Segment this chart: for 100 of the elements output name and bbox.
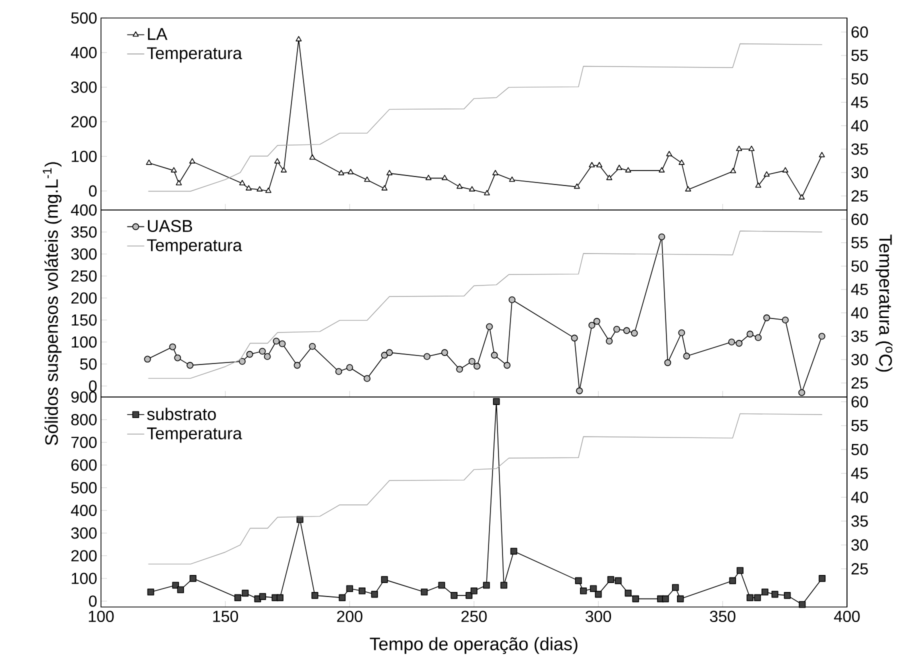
point <box>242 590 249 597</box>
point <box>492 170 498 176</box>
y2-tick-label: 60 <box>852 396 868 408</box>
y2-tick-label: 40 <box>851 120 868 132</box>
point <box>755 182 762 188</box>
point <box>571 334 578 342</box>
point <box>624 590 632 597</box>
point <box>658 233 666 240</box>
y-tick-label: 500 <box>71 12 97 24</box>
point <box>276 594 284 602</box>
point <box>338 170 344 176</box>
y-tick-label: 350 <box>71 226 97 238</box>
point <box>348 168 354 174</box>
point <box>588 322 596 329</box>
y-tick-label: 300 <box>71 248 97 260</box>
point <box>763 314 770 322</box>
point <box>258 348 266 355</box>
point <box>746 330 754 338</box>
point <box>632 595 640 602</box>
point <box>754 334 762 341</box>
y-tick-label: 200 <box>71 550 97 562</box>
point <box>169 343 176 350</box>
point <box>818 152 825 158</box>
point <box>420 588 428 596</box>
point <box>509 176 516 182</box>
y2-tick-label: 40 <box>851 307 868 319</box>
point <box>782 167 788 172</box>
y2-tick-label: 35 <box>851 143 868 155</box>
point <box>246 185 252 190</box>
point <box>280 167 287 172</box>
y-tick-label: 250 <box>71 270 97 282</box>
point <box>426 174 432 180</box>
y2-tick-label: 55 <box>851 237 868 248</box>
y-tick-label: 300 <box>71 527 97 539</box>
y2-tick-label: 40 <box>851 492 868 503</box>
point <box>456 366 463 373</box>
y-tick-label: 100 <box>72 150 97 162</box>
point <box>736 567 744 574</box>
x-tick-label: 400 <box>834 610 860 622</box>
point <box>441 349 448 356</box>
point <box>296 36 302 42</box>
legend-label: substrato <box>147 408 216 420</box>
x-tick-label: 350 <box>710 610 736 622</box>
point <box>798 601 806 608</box>
point <box>484 190 490 196</box>
point <box>483 582 490 589</box>
y-tick-label: 100 <box>72 572 97 584</box>
point <box>466 592 472 599</box>
point <box>662 595 669 602</box>
y-tick-label: 150 <box>72 314 97 326</box>
y2-tick-label: 45 <box>851 468 868 479</box>
point <box>144 356 151 363</box>
point <box>746 594 754 602</box>
point <box>386 170 392 176</box>
point <box>381 576 388 583</box>
x-tick-label: 250 <box>461 610 487 622</box>
point <box>264 353 271 360</box>
point <box>486 323 493 330</box>
y2-tick-label: 30 <box>851 166 868 178</box>
x-tick-label: 150 <box>213 610 238 622</box>
point <box>736 146 742 152</box>
y-tick-label: 600 <box>71 459 97 471</box>
point <box>590 585 597 592</box>
y-tick-label: 400 <box>70 204 97 216</box>
point <box>311 592 318 599</box>
y2-tick-label: 50 <box>851 444 868 456</box>
point <box>593 318 600 325</box>
point <box>450 592 458 599</box>
y-tick-label: 100 <box>72 336 97 348</box>
point <box>625 167 632 172</box>
point <box>147 588 154 596</box>
point <box>685 186 692 192</box>
point <box>798 194 805 200</box>
point <box>630 330 638 337</box>
point <box>469 186 476 192</box>
point <box>381 352 388 359</box>
point <box>442 174 448 180</box>
y2-axis-title: Temperatura ($^{o}$C) <box>876 234 892 372</box>
point <box>371 590 378 598</box>
point <box>678 160 685 165</box>
point <box>596 162 602 168</box>
point <box>623 327 630 334</box>
point <box>580 587 587 594</box>
point <box>504 362 510 369</box>
point <box>172 582 179 589</box>
legend-label: LA <box>148 28 168 40</box>
point <box>176 180 182 186</box>
point <box>177 586 184 594</box>
point <box>678 329 686 336</box>
y-tick-label: 500 <box>71 482 97 494</box>
y-axis-title: Sólidos suspensos voláteis (mg.L$^{-1}$) <box>42 162 62 446</box>
legend-label: Temperatura <box>147 428 242 443</box>
point <box>234 594 242 602</box>
y2-tick-label: 55 <box>851 50 868 62</box>
point <box>736 340 742 347</box>
x-axis-title: Tempo de operação (dias) <box>370 637 578 654</box>
point <box>381 185 388 190</box>
point <box>666 150 672 156</box>
point <box>239 180 246 186</box>
point <box>784 592 791 599</box>
